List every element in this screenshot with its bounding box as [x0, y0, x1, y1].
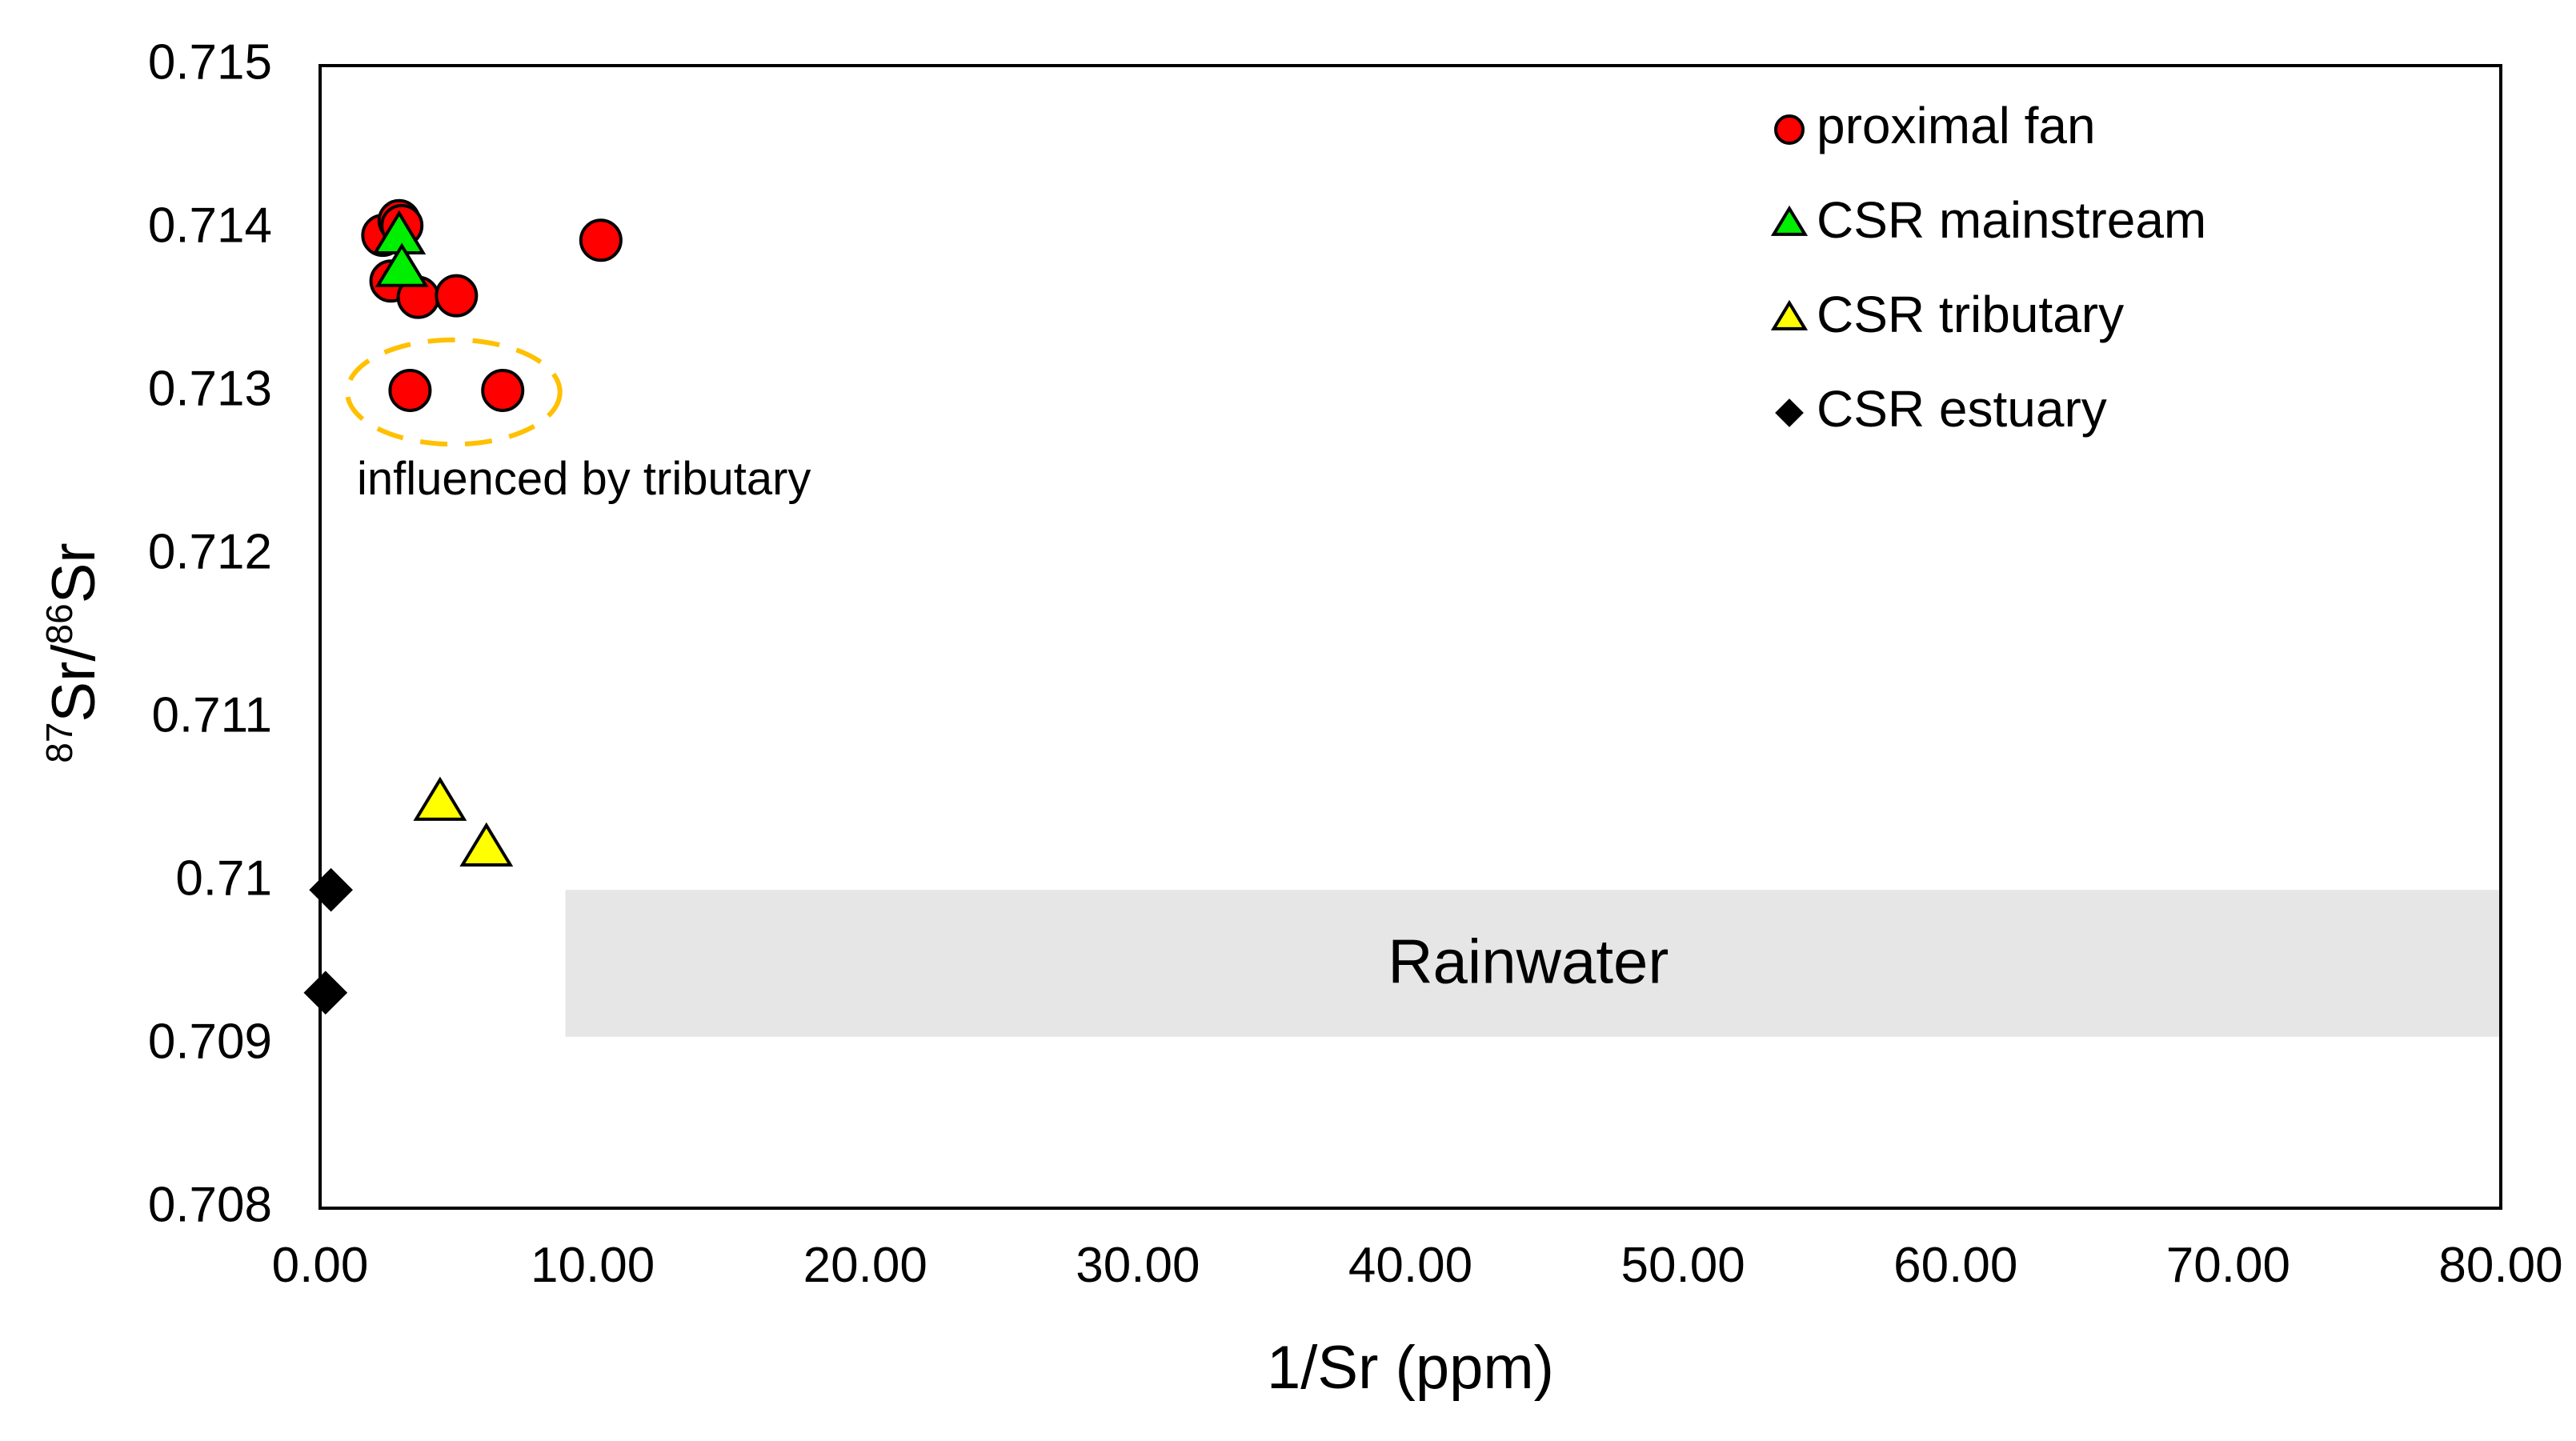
y-axis-ticks: 0.708 0.709 0.71 0.711 0.712 0.713 0.714 0.715 — [148, 34, 272, 1232]
x-tick-label: 0.00 — [272, 1238, 369, 1293]
legend-marker-csr-mainstream — [1770, 205, 1809, 236]
y-axis-title-sup1: 87 — [38, 723, 80, 763]
legend-label-csr-estuary: CSR estuary — [1817, 380, 2107, 438]
y-tick-label: 0.709 — [148, 1014, 272, 1069]
plot-area-frame — [318, 64, 2502, 1210]
data-point — [309, 867, 353, 912]
y-axis-title-sup2: 86 — [38, 603, 80, 644]
tributary-group-ellipse — [345, 337, 563, 447]
series-csr-estuary — [303, 867, 353, 1015]
y-tick-label: 0.71 — [175, 851, 272, 906]
data-point — [413, 776, 467, 821]
legend-label-csr-tributary: CSR tributary — [1817, 286, 2124, 343]
y-tick-label: 0.708 — [148, 1177, 272, 1232]
y-tick-label: 0.715 — [148, 34, 272, 90]
x-tick-label: 10.00 — [531, 1238, 655, 1293]
rainwater-band-layer: Rainwater — [565, 890, 2501, 1037]
rainwater-label: Rainwater — [1388, 927, 1669, 997]
data-point — [481, 368, 525, 412]
chart-legend: proximal fan CSR mainstream CSR tributary C… — [1770, 97, 2206, 438]
data-points — [303, 198, 623, 1015]
x-tick-label: 40.00 — [1348, 1238, 1472, 1293]
x-tick-label: 80.00 — [2438, 1238, 2562, 1293]
x-axis-ticks: 0.00 10.00 20.00 30.00 40.00 50.00 60.00 70.00 8… — [272, 1238, 2563, 1293]
y-axis-title-part2: Sr — [40, 542, 108, 603]
data-point — [303, 971, 348, 1015]
series-csr-tributary — [413, 776, 514, 867]
x-tick-label: 20.00 — [803, 1238, 927, 1293]
legend-label-proximal-fan: proximal fan — [1817, 97, 2096, 154]
data-point — [388, 368, 432, 412]
legend-marker-proximal-fan — [1774, 114, 1805, 145]
y-tick-label: 0.714 — [148, 198, 272, 253]
series-csr-mainstream — [372, 210, 429, 287]
x-axis-title: 1/Sr (ppm) — [1267, 1334, 1554, 1402]
legend-marker-csr-estuary — [1775, 398, 1804, 427]
x-tick-label: 60.00 — [1893, 1238, 2017, 1293]
tributary-annotation-label: influenced by tributary — [357, 453, 811, 505]
x-tick-label: 70.00 — [2166, 1238, 2290, 1293]
y-tick-label: 0.711 — [151, 687, 272, 743]
x-tick-label: 30.00 — [1076, 1238, 1200, 1293]
y-tick-label: 0.713 — [148, 361, 272, 416]
y-tick-label: 0.712 — [148, 524, 272, 579]
rainwater-band — [565, 890, 2501, 1037]
legend-marker-csr-tributary — [1770, 299, 1809, 330]
data-point — [459, 822, 514, 867]
y-axis-title-part1: Sr/ — [40, 644, 108, 723]
data-point — [579, 218, 623, 262]
legend-label-csr-mainstream: CSR mainstream — [1817, 191, 2206, 249]
x-tick-label: 50.00 — [1621, 1238, 1745, 1293]
data-point — [435, 274, 479, 318]
data-point — [375, 242, 429, 287]
y-axis-title: 87Sr/86Sr — [38, 542, 108, 763]
